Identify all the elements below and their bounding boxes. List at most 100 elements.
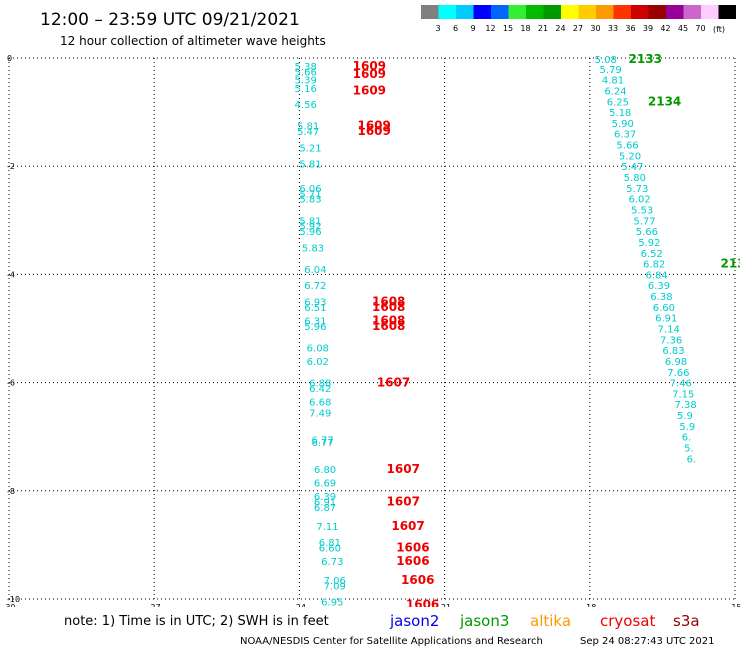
colorbar-label: 9 xyxy=(470,24,475,33)
swh-value: 6.82 xyxy=(643,260,665,271)
colorbar-swatch xyxy=(526,5,544,19)
swh-value: 6.51 xyxy=(304,303,326,314)
colorbar-label: 42 xyxy=(660,24,670,33)
swh-value: 6.38 xyxy=(650,292,672,303)
mission-label: cryosat xyxy=(600,612,655,630)
grid-lines xyxy=(8,57,736,600)
swh-value: 6.91 xyxy=(655,314,677,325)
swh-value: 6.87 xyxy=(314,503,336,514)
colorbar-swatch xyxy=(508,5,526,19)
plot-area: -30-27-24-21-18-150-2-4-6-8-10 5.385.665… xyxy=(2,52,740,612)
swh-value: 7.06 xyxy=(324,576,346,587)
credit-text: NOAA/NESDIS Center for Satellite Applica… xyxy=(240,636,543,647)
colorbar-label: 39 xyxy=(643,24,653,33)
colorbar-label: 30 xyxy=(590,24,600,33)
swh-value: 7.11 xyxy=(316,522,338,533)
swh-value: 6.91 xyxy=(314,498,336,509)
swh-value: 5.96 xyxy=(304,322,326,333)
colorbar-label: 45 xyxy=(678,24,688,33)
y-tick-label: -10 xyxy=(7,595,20,604)
footer-background xyxy=(0,607,740,650)
swh-value: 5.66 xyxy=(295,68,317,79)
colorbar-swatch xyxy=(701,5,719,19)
colorbar-label: 18 xyxy=(520,24,530,33)
colorbar-swatch xyxy=(421,5,439,19)
mission-label: altika xyxy=(530,612,571,630)
track-label: 2135 xyxy=(720,257,740,271)
swh-value: 5.16 xyxy=(295,84,317,95)
colorbar-label: 12 xyxy=(485,24,495,33)
track-label: 1608 xyxy=(372,294,405,308)
colorbar-label: 33 xyxy=(608,24,618,33)
swh-value: 5.96 xyxy=(299,227,321,238)
swh-value: 5.08 xyxy=(595,55,617,66)
swh-value: 7.49 xyxy=(309,408,331,419)
swh-value: 6.31 xyxy=(304,316,326,327)
track-label: 1607 xyxy=(387,495,420,509)
swh-value: 5.81 xyxy=(299,216,321,227)
swh-value: 6.25 xyxy=(607,97,629,108)
colorbar-label: 70 xyxy=(695,24,705,33)
swh-value: 6. xyxy=(687,454,697,465)
track-label: 1607 xyxy=(377,376,410,390)
swh-value: 5.73 xyxy=(626,184,648,195)
swh-value: 6. xyxy=(682,433,692,444)
colorbar-swatch xyxy=(666,5,684,19)
swh-value: 5.38 xyxy=(295,62,317,73)
y-tick-label: -4 xyxy=(7,270,15,279)
swh-value: 6.02 xyxy=(629,195,651,206)
track-label: 1609 xyxy=(357,124,390,138)
swh-value: 6.93 xyxy=(304,297,326,308)
swh-value: 5.66 xyxy=(616,141,638,152)
swh-value: 6.77 xyxy=(312,438,334,449)
timestamp-text: Sep 24 08:27:43 UTC 2021 xyxy=(580,636,714,647)
swh-value: 5.47 xyxy=(621,162,643,173)
swh-value: 5.21 xyxy=(299,143,321,154)
mission-legend: jason2 jason3 altika cryosat s3a xyxy=(389,612,700,630)
swh-value: 5.79 xyxy=(599,65,621,76)
swh-value: 7.15 xyxy=(672,389,694,400)
swh-value: 5.77 xyxy=(633,216,655,227)
swh-value: 6.04 xyxy=(304,265,326,276)
swh-value: 5.92 xyxy=(299,222,321,233)
track-label: 1607 xyxy=(387,462,420,476)
colorbar-swatch xyxy=(683,5,701,19)
chart-title: 12:00 – 23:59 UTC 09/21/2021 xyxy=(40,10,300,30)
swh-value: 5.80 xyxy=(624,173,646,184)
swh-value: 7.46 xyxy=(670,379,692,390)
swh-values: 5.385.665.395.164.565.815.475.215.816.06… xyxy=(295,55,697,609)
swh-value: 6.52 xyxy=(641,249,663,260)
swh-value: 5.81 xyxy=(297,122,319,133)
swh-value: 5.66 xyxy=(636,227,658,238)
swh-value: 6.39 xyxy=(648,281,670,292)
colorbar-swatch xyxy=(596,5,614,19)
colorbar-swatch xyxy=(631,5,649,19)
track-label: 1608 xyxy=(372,319,405,333)
swh-value: 7.09 xyxy=(324,581,346,592)
y-tick-label: -6 xyxy=(7,379,15,388)
swh-value: 5.20 xyxy=(619,151,641,162)
swh-value: 5.18 xyxy=(609,108,631,119)
colorbar-label: 24 xyxy=(555,24,565,33)
swh-value: 5.81 xyxy=(299,159,321,170)
colorbar-label: 15 xyxy=(503,24,513,33)
swh-value: 6.95 xyxy=(321,598,343,609)
swh-value: 6.24 xyxy=(604,86,626,97)
swh-value: 6.77 xyxy=(312,435,334,446)
colorbar-label: 27 xyxy=(573,24,583,33)
track-label: 2134 xyxy=(648,94,681,108)
colorbar-swatch xyxy=(491,5,509,19)
swh-value: 5.9 xyxy=(679,422,695,433)
y-tick-label: -2 xyxy=(7,162,15,171)
swh-value: 5.83 xyxy=(302,243,324,254)
track-label: 1609 xyxy=(353,59,386,73)
swh-value: 6.88 xyxy=(309,379,331,390)
track-label: 1608 xyxy=(372,300,405,314)
swh-value: 7.38 xyxy=(675,400,697,411)
swh-value: 5.90 xyxy=(612,119,634,130)
swh-value: 4.81 xyxy=(602,76,624,87)
swh-value: 6.81 xyxy=(319,538,341,549)
swh-value: 5.9 xyxy=(677,411,693,422)
swh-value: 6.83 xyxy=(662,346,684,357)
